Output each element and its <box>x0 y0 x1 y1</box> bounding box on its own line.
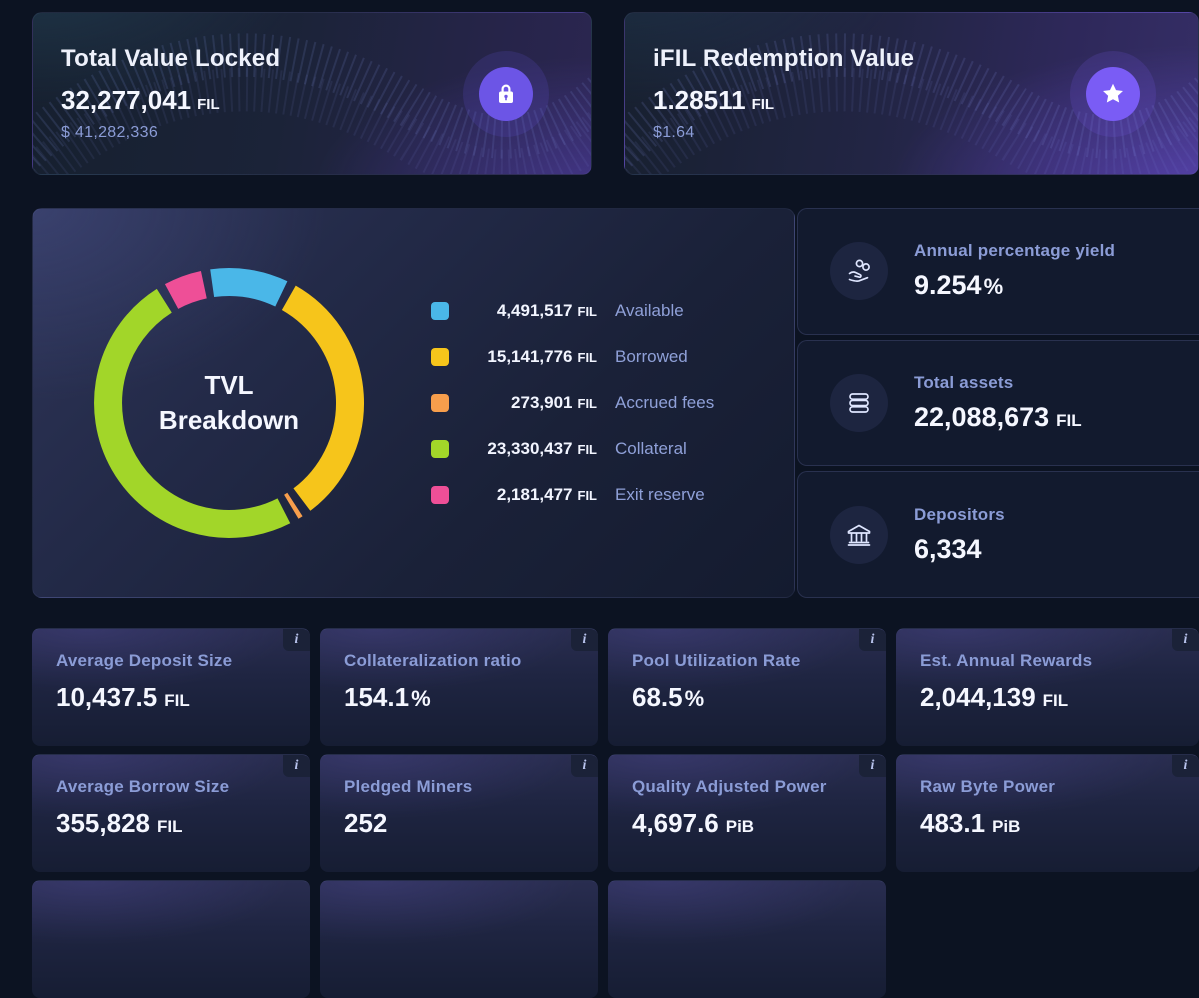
hand-coins-icon <box>830 242 888 301</box>
stat-label: Total assets <box>914 373 1014 392</box>
total-value-locked-card: Total Value Locked 32,277,041 FIL $ 41,2… <box>32 12 592 175</box>
partial-card <box>320 880 598 998</box>
tvl-value: 32,277,041 FIL <box>61 85 220 115</box>
stat-card-average-deposit-size: i Average Deposit Size 10,437.5 FIL <box>32 628 310 746</box>
pool-stats-panel: Annual percentage yield 9.254% Total ass… <box>797 208 1199 599</box>
info-icon[interactable]: i <box>859 629 886 651</box>
ifil-redemption-card: iFIL Redemption Value 1.28511 FIL $1.64 <box>624 12 1199 175</box>
legend-swatch <box>431 302 449 320</box>
pool-dashboard: Total Value Locked 32,277,041 FIL $ 41,2… <box>32 12 1199 998</box>
stat-card-pool-utilization-rate: i Pool Utilization Rate 68.5% <box>608 628 886 746</box>
tvl-breakdown-card: TVL Breakdown 4,491,517 FIL Available 15,… <box>32 208 795 598</box>
ifil-value: 1.28511 FIL <box>653 85 775 115</box>
tvl-breakdown-row: TVL Breakdown 4,491,517 FIL Available 15,… <box>32 208 1199 599</box>
stat-total-assets: Total assets 22,088,673 FIL <box>797 339 1199 467</box>
stat-card-collateralization-ratio: i Collateralization ratio 154.1% <box>320 628 598 746</box>
stat-label: Depositors <box>914 504 1005 524</box>
stat-value: 22,088,673 FIL <box>914 402 1082 432</box>
info-icon[interactable]: i <box>571 755 598 777</box>
tvl-legend: 4,491,517 FIL Available 15,141,776 FIL Bor… <box>431 301 714 505</box>
stat-card-pledged-miners: i Pledged Miners 252 <box>320 754 598 872</box>
stat-card-est-annual-rewards: i Est. Annual Rewards 2,044,139 FIL <box>896 628 1199 746</box>
donut-center-label: TVL Breakdown <box>158 369 300 435</box>
info-icon[interactable]: i <box>1172 629 1199 651</box>
stat-card-raw-byte-power: i Raw Byte Power 483.1 PiB <box>896 754 1199 872</box>
ifil-usd-value: $1.64 <box>653 124 695 141</box>
hero-row: Total Value Locked 32,277,041 FIL $ 41,2… <box>32 12 1199 175</box>
info-icon[interactable]: i <box>859 755 886 777</box>
tvl-donut <box>94 268 364 538</box>
legend-swatch <box>431 486 449 504</box>
legend-swatch <box>431 348 449 366</box>
legend-swatch <box>431 440 449 458</box>
stat-card-quality-adjusted-power: i Quality Adjusted Power 4,697.6 PiB <box>608 754 886 872</box>
coin-stack-icon <box>830 374 888 432</box>
metrics-grid: i Average Deposit Size 10,437.5 FIL i Col… <box>32 628 1199 998</box>
tvl-donut-chart: TVL Breakdown <box>79 253 379 553</box>
stat-value: 9.254% <box>914 270 1004 301</box>
stat-depositors: Depositors 6,334 <box>797 471 1199 599</box>
legend-item-borrowed: 15,141,776 FIL Borrowed <box>431 347 714 367</box>
info-icon[interactable]: i <box>571 629 598 651</box>
legend-item-accrued-fees: 273,901 FIL Accrued fees <box>431 393 714 413</box>
stat-annual-percentage-yield: Annual percentage yield 9.254% <box>797 208 1199 335</box>
stat-card-average-borrow-size: i Average Borrow Size 355,828 FIL <box>32 754 310 872</box>
card-title: Total Value Locked <box>61 45 281 72</box>
stat-value: 6,334 <box>914 533 982 564</box>
legend-swatch <box>431 394 449 412</box>
bank-icon <box>830 505 888 564</box>
card-title: iFIL Redemption Value <box>653 45 915 72</box>
info-icon[interactable]: i <box>1172 755 1199 777</box>
star-icon <box>1086 66 1140 121</box>
legend-item-available: 4,491,517 FIL Available <box>431 301 714 321</box>
tvl-usd-value: $ 41,282,336 <box>61 124 159 141</box>
info-icon[interactable]: i <box>283 755 310 777</box>
legend-item-exit-reserve: 2,181,477 FIL Exit reserve <box>431 485 714 505</box>
stat-label: Annual percentage yield <box>914 241 1116 261</box>
partial-card <box>608 880 886 998</box>
ifil-summary: iFIL Redemption Value 1.28511 FIL $1.64 <box>653 45 914 142</box>
legend-item-collateral: 23,330,437 FIL Collateral <box>431 439 714 459</box>
tvl-summary: Total Value Locked 32,277,041 FIL $ 41,2… <box>61 45 280 142</box>
lock-icon <box>479 66 533 121</box>
info-icon[interactable]: i <box>283 629 310 651</box>
partial-card <box>32 880 310 998</box>
